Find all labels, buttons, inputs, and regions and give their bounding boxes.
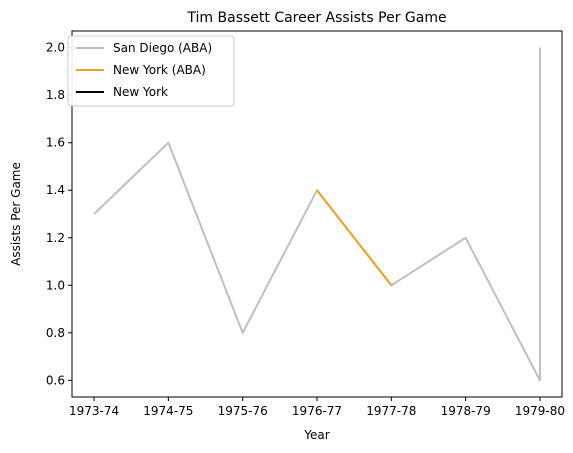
- x-tick-label: 1979-80: [515, 404, 565, 418]
- x-tick-label: 1973-74: [69, 404, 119, 418]
- y-axis-ticks: 0.6 0.8 1.0 1.2 1.4 1.6 1.8 2.0: [46, 41, 72, 387]
- series-line-1: [316, 189, 393, 286]
- legend-label: San Diego (ABA): [113, 41, 212, 55]
- y-tick-label: 1.0: [46, 278, 65, 292]
- x-axis-title: Year: [303, 428, 329, 442]
- legend-box: [67, 35, 235, 107]
- x-tick-label: 1976-77: [292, 404, 342, 418]
- y-tick-label: 1.8: [46, 88, 65, 102]
- x-axis-ticks: 1973-74 1974-75 1975-76 1976-77 1977-78 1978-…: [69, 397, 565, 418]
- y-tick-label: 2.0: [46, 41, 65, 55]
- legend-label: New York: [113, 85, 168, 99]
- legend-label: New York (ABA): [113, 63, 206, 77]
- plot-lines: [93, 47, 541, 382]
- x-tick-label: 1977-78: [366, 404, 416, 418]
- y-tick-label: 1.2: [46, 231, 65, 245]
- legend: San Diego (ABA) New York (ABA) New York: [67, 35, 235, 107]
- y-tick-label: 1.6: [46, 136, 65, 150]
- y-axis-title: Assists Per Game: [9, 162, 23, 266]
- y-tick-label: 0.8: [46, 326, 65, 340]
- y-tick-label: 0.6: [46, 373, 65, 387]
- y-tick-label: 1.4: [46, 183, 65, 197]
- x-tick-label: 1974-75: [143, 404, 193, 418]
- x-tick-label: 1975-76: [218, 404, 268, 418]
- chart-title: Tim Bassett Career Assists Per Game: [186, 10, 446, 26]
- x-tick-label: 1978-79: [441, 404, 491, 418]
